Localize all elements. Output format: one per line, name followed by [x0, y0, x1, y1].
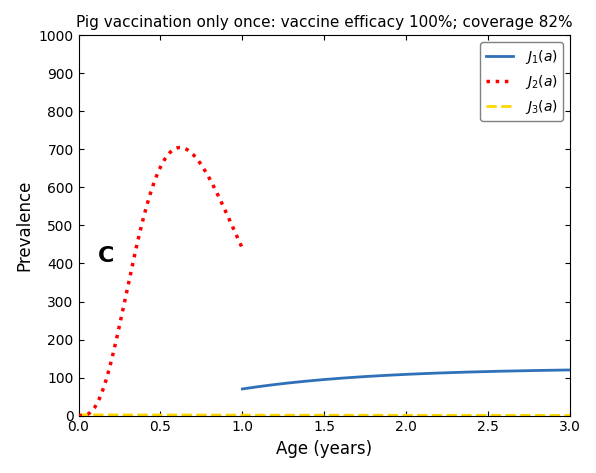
- Title: Pig vaccination only once: vaccine efficacy 100%; coverage 82%: Pig vaccination only once: vaccine effic…: [76, 15, 573, 30]
- Text: C: C: [98, 246, 114, 266]
- Legend: $J_1(a)$, $J_2(a)$, $J_3(a)$: $J_1(a)$, $J_2(a)$, $J_3(a)$: [480, 42, 563, 121]
- X-axis label: Age (years): Age (years): [276, 440, 372, 458]
- Y-axis label: Prevalence: Prevalence: [15, 180, 33, 271]
